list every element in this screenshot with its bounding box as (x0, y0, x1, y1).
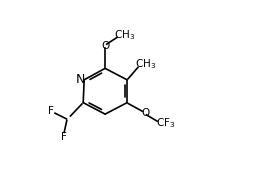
Text: O: O (101, 41, 109, 51)
Text: F: F (48, 106, 54, 116)
Text: O: O (141, 108, 149, 118)
Text: CH$_3$: CH$_3$ (135, 57, 156, 71)
Text: F: F (61, 132, 67, 142)
Text: CF$_3$: CF$_3$ (156, 117, 176, 130)
Text: CH$_3$: CH$_3$ (114, 28, 135, 42)
Text: N: N (76, 73, 86, 86)
